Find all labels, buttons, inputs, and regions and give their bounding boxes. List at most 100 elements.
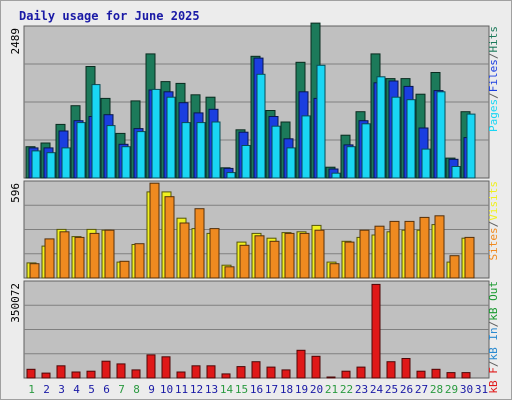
bar-sites-day-23 — [359, 229, 370, 279]
bar-sites-day-24 — [374, 225, 385, 279]
x-tick-day-9: 9 — [148, 383, 155, 396]
bar-pages-day-19 — [301, 115, 311, 179]
bar-pages-day-25 — [391, 96, 401, 179]
bar-sites-day-16 — [254, 235, 265, 279]
x-tick-day-31: 31 — [475, 383, 488, 396]
bar-kb-f-day-27 — [416, 370, 426, 379]
x-tick-day-21: 21 — [325, 383, 338, 396]
bar-sites-day-17 — [269, 240, 280, 279]
bar-kb-f-day-24 — [371, 283, 381, 379]
legend-entry: / — [487, 92, 500, 99]
bar-kb-f-day-1 — [26, 368, 36, 379]
bar-pages-day-23 — [361, 123, 371, 179]
x-tick-day-1: 1 — [28, 383, 35, 396]
bar-kb-f-day-13 — [206, 365, 216, 379]
legend-entry: Visits — [487, 181, 500, 221]
bar-kb-f-day-11 — [176, 371, 186, 379]
legend-entry: kB Out — [487, 281, 500, 321]
x-tick-day-19: 19 — [295, 383, 308, 396]
legend-entry: / — [487, 361, 500, 368]
bar-sites-day-9 — [149, 182, 160, 279]
x-tick-day-28: 28 — [430, 383, 443, 396]
bar-sites-day-2 — [44, 238, 55, 279]
bar-pages-day-24 — [376, 76, 386, 179]
bar-pages-day-28 — [436, 91, 446, 179]
x-tick-day-2: 2 — [43, 383, 50, 396]
bar-pages-day-27 — [421, 148, 431, 179]
bar-kb-f-day-23 — [356, 366, 366, 379]
bar-pages-day-20 — [316, 64, 326, 179]
x-tick-day-16: 16 — [250, 383, 263, 396]
bar-kb-f-day-19 — [296, 349, 306, 379]
x-tick-day-26: 26 — [400, 383, 413, 396]
bar-pages-day-30 — [466, 113, 476, 179]
bar-kb-f-day-3 — [56, 365, 66, 379]
bar-sites-day-5 — [89, 232, 100, 279]
x-tick-day-22: 22 — [340, 383, 353, 396]
legend-entry: / — [487, 321, 500, 328]
legend-hits-files-pages: Pages/Files/Hits — [487, 26, 500, 132]
bar-pages-day-29 — [451, 166, 461, 179]
bar-sites-day-12 — [194, 208, 205, 279]
bar-sites-day-1 — [29, 263, 40, 279]
legend-visits-sites: Sites/Visits — [487, 181, 500, 261]
bar-kb-f-day-28 — [431, 368, 441, 379]
bar-kb-f-day-7 — [116, 363, 126, 379]
bar-pages-day-16 — [256, 73, 266, 179]
x-tick-day-20: 20 — [310, 383, 323, 396]
bar-sites-day-8 — [134, 243, 145, 279]
x-tick-day-11: 11 — [175, 383, 188, 396]
y-max-label: 350072 — [9, 283, 22, 323]
bar-pages-day-14 — [226, 172, 236, 179]
bar-pages-day-5 — [91, 84, 101, 179]
x-tick-day-3: 3 — [58, 383, 65, 396]
x-tick-day-6: 6 — [103, 383, 110, 396]
bar-sites-day-4 — [74, 236, 85, 279]
bar-pages-day-8 — [136, 131, 146, 179]
bar-pages-day-15 — [241, 145, 251, 179]
bar-kb-f-day-2 — [41, 372, 51, 379]
x-tick-day-13: 13 — [205, 383, 218, 396]
x-tick-day-18: 18 — [280, 383, 293, 396]
bar-pages-day-10 — [166, 96, 176, 179]
x-tick-day-15: 15 — [235, 383, 248, 396]
bar-kb-f-day-30 — [461, 372, 471, 379]
bar-pages-day-3 — [61, 147, 71, 179]
y-max-label: 2489 — [9, 28, 22, 55]
bar-pages-day-9 — [151, 88, 161, 179]
bar-kb-f-day-25 — [386, 361, 396, 379]
bar-kb-f-day-4 — [71, 371, 81, 379]
bar-pages-day-21 — [331, 172, 341, 179]
x-tick-day-24: 24 — [370, 383, 384, 396]
bar-kb-f-day-16 — [251, 361, 261, 379]
bar-pages-day-4 — [76, 122, 86, 179]
legend-entry: / — [487, 221, 500, 228]
bar-pages-day-17 — [271, 125, 281, 179]
bar-sites-day-22 — [344, 241, 355, 279]
bar-kb-f-day-20 — [311, 355, 321, 379]
bar-sites-day-21 — [329, 263, 340, 279]
legend-entry: kB In — [487, 327, 500, 360]
legend-entry: Hits — [487, 26, 500, 53]
bar-pages-day-12 — [196, 122, 206, 179]
x-tick-day-10: 10 — [160, 383, 173, 396]
bar-pages-day-7 — [121, 146, 131, 179]
bar-kb-f-day-17 — [266, 366, 276, 379]
x-tick-day-17: 17 — [265, 383, 278, 396]
x-tick-day-4: 4 — [73, 383, 80, 396]
x-tick-day-14: 14 — [220, 383, 234, 396]
x-tick-day-12: 12 — [190, 383, 203, 396]
bar-kb-f-day-10 — [161, 356, 171, 379]
x-tick-day-23: 23 — [355, 383, 368, 396]
x-tick-day-29: 29 — [445, 383, 458, 396]
bar-pages-day-6 — [106, 125, 116, 179]
bar-pages-day-18 — [286, 147, 296, 179]
bar-pages-day-11 — [181, 122, 191, 179]
bar-kb-f-day-15 — [236, 366, 246, 379]
x-tick-day-7: 7 — [118, 383, 125, 396]
bar-sites-day-15 — [239, 244, 250, 279]
bar-kb-f-day-5 — [86, 370, 96, 379]
x-tick-day-25: 25 — [385, 383, 398, 396]
bar-kb-f-day-14 — [221, 373, 231, 379]
